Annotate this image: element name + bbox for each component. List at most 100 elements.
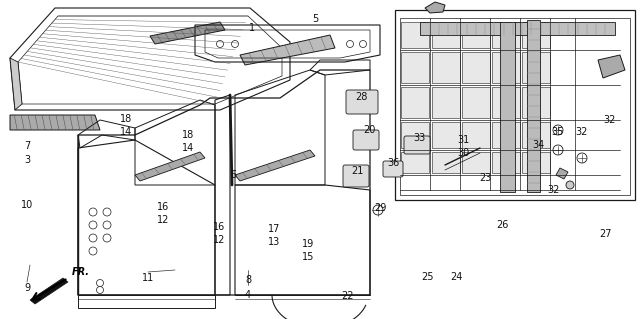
Text: 33: 33: [413, 133, 425, 143]
Circle shape: [216, 41, 223, 48]
Text: 12: 12: [213, 235, 225, 245]
Bar: [492, 52, 520, 83]
Circle shape: [103, 221, 111, 229]
Polygon shape: [135, 152, 205, 181]
Circle shape: [373, 205, 383, 215]
Bar: [462, 22, 490, 48]
Text: 22: 22: [342, 291, 355, 301]
Bar: [401, 152, 429, 173]
Text: FR.: FR.: [72, 267, 90, 277]
Circle shape: [97, 286, 104, 293]
Polygon shape: [150, 22, 225, 44]
Bar: [401, 52, 429, 83]
Bar: [522, 87, 550, 118]
Bar: [462, 152, 490, 173]
Polygon shape: [10, 115, 100, 130]
Polygon shape: [527, 20, 540, 192]
Bar: [432, 52, 460, 83]
Text: 16: 16: [157, 202, 169, 212]
FancyBboxPatch shape: [343, 165, 369, 187]
Circle shape: [89, 221, 97, 229]
Circle shape: [346, 41, 353, 48]
Text: 34: 34: [532, 140, 544, 150]
Text: 10: 10: [21, 200, 33, 210]
Bar: [432, 22, 460, 48]
Polygon shape: [10, 58, 22, 110]
Text: 18: 18: [182, 130, 194, 140]
Text: 29: 29: [374, 203, 386, 213]
Text: 25: 25: [422, 272, 435, 282]
Text: 8: 8: [245, 275, 251, 285]
Text: 6: 6: [230, 170, 236, 180]
Text: 16: 16: [213, 222, 225, 232]
Text: 32: 32: [603, 115, 615, 125]
FancyBboxPatch shape: [404, 136, 430, 154]
Text: 9: 9: [24, 283, 30, 293]
Bar: [401, 22, 429, 48]
Bar: [492, 152, 520, 173]
Text: 35: 35: [551, 127, 563, 137]
Circle shape: [103, 234, 111, 242]
Circle shape: [360, 41, 367, 48]
Circle shape: [97, 279, 104, 286]
Text: 36: 36: [387, 158, 399, 168]
Bar: [522, 52, 550, 83]
Polygon shape: [420, 22, 615, 35]
Polygon shape: [598, 55, 625, 78]
Bar: [432, 152, 460, 173]
Text: 23: 23: [479, 173, 491, 183]
Bar: [522, 152, 550, 173]
Text: 21: 21: [351, 166, 363, 176]
Bar: [462, 122, 490, 148]
Bar: [492, 87, 520, 118]
Polygon shape: [235, 150, 315, 181]
Text: 11: 11: [142, 273, 154, 283]
Text: 26: 26: [496, 220, 508, 230]
Text: 7: 7: [24, 141, 30, 151]
Circle shape: [89, 247, 97, 255]
Circle shape: [577, 153, 587, 163]
Text: 32: 32: [576, 127, 588, 137]
Text: 15: 15: [302, 252, 314, 262]
Polygon shape: [30, 278, 68, 304]
Bar: [462, 52, 490, 83]
Text: 30: 30: [457, 148, 469, 158]
Bar: [462, 87, 490, 118]
Circle shape: [566, 181, 574, 189]
Text: 32: 32: [548, 185, 560, 195]
FancyBboxPatch shape: [353, 130, 379, 150]
Circle shape: [553, 125, 563, 135]
Polygon shape: [240, 35, 335, 65]
Text: 1: 1: [249, 23, 255, 33]
Bar: [522, 122, 550, 148]
Text: 12: 12: [157, 215, 169, 225]
Bar: [492, 22, 520, 48]
Bar: [401, 122, 429, 148]
Text: 3: 3: [24, 155, 30, 165]
Text: 13: 13: [268, 237, 280, 247]
Circle shape: [89, 208, 97, 216]
Bar: [492, 122, 520, 148]
Circle shape: [232, 41, 239, 48]
Circle shape: [103, 208, 111, 216]
FancyBboxPatch shape: [346, 90, 378, 114]
Text: 24: 24: [450, 272, 462, 282]
Text: 19: 19: [302, 239, 314, 249]
Text: 31: 31: [457, 135, 469, 145]
Bar: [522, 22, 550, 48]
Polygon shape: [425, 2, 445, 13]
Circle shape: [553, 145, 563, 155]
Bar: [432, 87, 460, 118]
Text: 20: 20: [363, 125, 375, 135]
FancyBboxPatch shape: [383, 161, 403, 177]
Text: 5: 5: [312, 14, 318, 24]
Text: 18: 18: [120, 114, 132, 124]
Text: 17: 17: [268, 224, 280, 234]
Polygon shape: [556, 168, 568, 179]
Bar: [401, 87, 429, 118]
Text: 4: 4: [245, 290, 251, 300]
Circle shape: [89, 234, 97, 242]
Text: 27: 27: [600, 229, 612, 239]
Text: 28: 28: [355, 92, 367, 102]
Polygon shape: [500, 22, 515, 192]
